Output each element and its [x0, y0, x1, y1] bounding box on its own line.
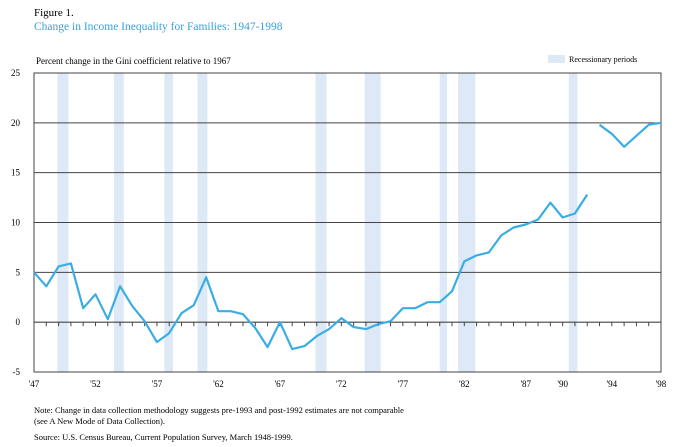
series-line [33, 194, 589, 351]
chart: -5 0 5 10 15 20 25 '47 '52 '57 '62 '67 '72 '77 '82 '87… [11, 55, 667, 389]
legend-swatch [548, 55, 565, 63]
figure-title: Change in Income Inequality for Families… [34, 21, 283, 33]
x-tick-label: '47 [29, 379, 40, 389]
x-tick-label: '57 [152, 379, 163, 389]
plot-title: Percent change in the Gini coefficient r… [36, 56, 231, 66]
x-tick-label: '72 [336, 379, 347, 389]
legend-label: Recessionary periods [569, 55, 637, 64]
plot-frame [33, 72, 662, 373]
x-tick-label: '52 [90, 379, 101, 389]
x-tick-label: '62 [213, 379, 224, 389]
x-axis-labels: '47 '52 '57 '62 '67 '72 '77 '82 '87 '90 '94 '98 [29, 379, 667, 389]
y-axis-labels: -5 0 5 10 15 20 25 [11, 68, 21, 377]
x-tick-label: '98 [656, 379, 667, 389]
note-line-2: (see A New Mode of Data Collection). [34, 416, 166, 426]
x-tick-label: '90 [557, 379, 568, 389]
source-note: Source: U.S. Census Bureau, Current Popu… [34, 432, 293, 442]
y-tick-label: 10 [11, 218, 21, 228]
x-tick-label: '77 [398, 379, 409, 389]
x-tick-label: '87 [520, 379, 531, 389]
y-tick-label: -5 [13, 367, 21, 377]
y-tick-label: 0 [16, 317, 21, 327]
y-tick-label: 25 [11, 68, 21, 78]
series-lines [33, 121, 662, 351]
x-tick-label: '94 [607, 379, 618, 389]
x-tick-label: '82 [459, 379, 470, 389]
x-tick-label: '67 [275, 379, 286, 389]
y-tick-label: 5 [16, 267, 21, 277]
figure-label: Figure 1. [34, 7, 74, 19]
gridlines [34, 122, 661, 323]
series-line [598, 121, 662, 148]
y-tick-label: 20 [11, 118, 21, 128]
y-tick-label: 15 [11, 168, 21, 178]
note-line-1: Note: Change in data collection methodol… [34, 405, 404, 415]
